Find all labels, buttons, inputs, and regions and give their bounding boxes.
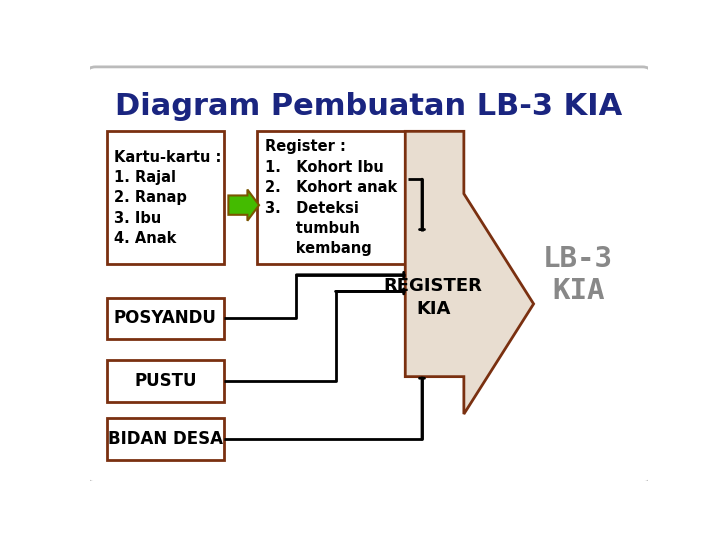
Text: Diagram Pembuatan LB-3 KIA: Diagram Pembuatan LB-3 KIA (115, 92, 623, 121)
FancyBboxPatch shape (107, 298, 224, 339)
FancyBboxPatch shape (107, 418, 224, 460)
Text: Kartu-kartu :
1. Rajal
2. Ranap
3. Ibu
4. Anak: Kartu-kartu : 1. Rajal 2. Ranap 3. Ibu 4… (114, 150, 221, 246)
FancyBboxPatch shape (107, 360, 224, 402)
Text: Register :
1.   Kohort Ibu
2.   Kohort anak
3.   Deteksi
      tumbuh
      kemb: Register : 1. Kohort Ibu 2. Kohort anak … (265, 139, 397, 256)
Polygon shape (405, 131, 534, 414)
Text: PUSTU: PUSTU (134, 372, 197, 390)
Text: POSYANDU: POSYANDU (114, 309, 217, 327)
Polygon shape (228, 190, 259, 221)
Text: BIDAN DESA: BIDAN DESA (108, 430, 222, 448)
FancyBboxPatch shape (87, 67, 651, 483)
FancyBboxPatch shape (258, 131, 408, 265)
Text: LB-3
KIA: LB-3 KIA (544, 245, 613, 305)
FancyBboxPatch shape (107, 131, 224, 265)
Text: REGISTER
KIA: REGISTER KIA (384, 277, 482, 318)
